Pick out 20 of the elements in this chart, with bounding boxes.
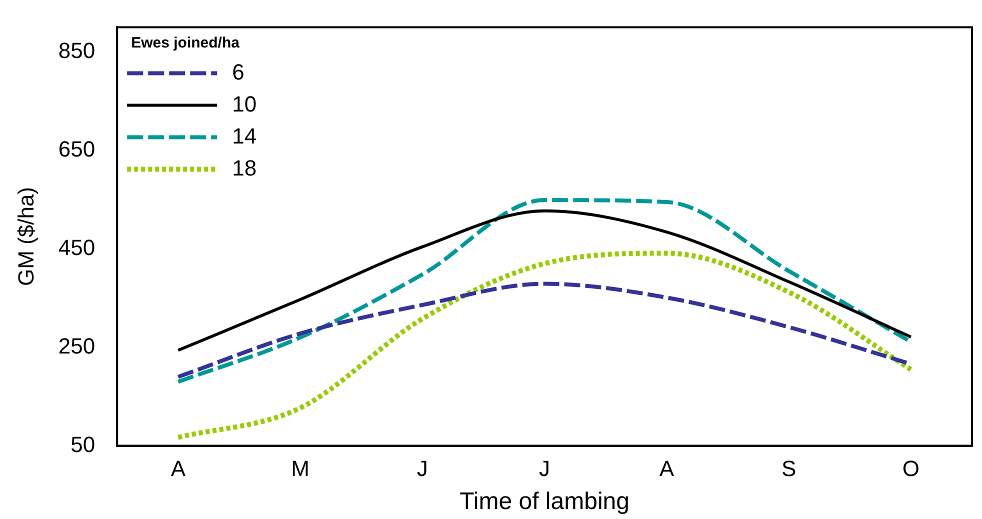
y-tick-label: 650 xyxy=(58,136,96,162)
y-tick-label: 250 xyxy=(58,333,96,358)
x-tick-label: S xyxy=(781,456,796,482)
legend-title: Ewes joined/ha xyxy=(131,34,240,52)
x-tick-label: A xyxy=(659,456,674,482)
x-tick-label: O xyxy=(902,456,920,482)
legend-label: 10 xyxy=(232,91,257,116)
x-axis-title: Time of lambing xyxy=(460,488,630,516)
legend-label: 14 xyxy=(232,123,257,148)
y-axis-title: GM ($/ha) xyxy=(13,186,38,286)
x-tick-label: A xyxy=(170,456,186,482)
x-tick-label: J xyxy=(539,456,550,482)
y-tick-label: 450 xyxy=(58,234,96,260)
x-tick-label: M xyxy=(291,456,310,482)
legend-label: 18 xyxy=(232,155,257,180)
y-tick-label: 50 xyxy=(70,432,96,457)
legend-label: 6 xyxy=(232,59,244,84)
x-tick-label: J xyxy=(416,456,428,482)
line-series xyxy=(176,209,912,352)
y-tick-label: 850 xyxy=(58,38,96,63)
